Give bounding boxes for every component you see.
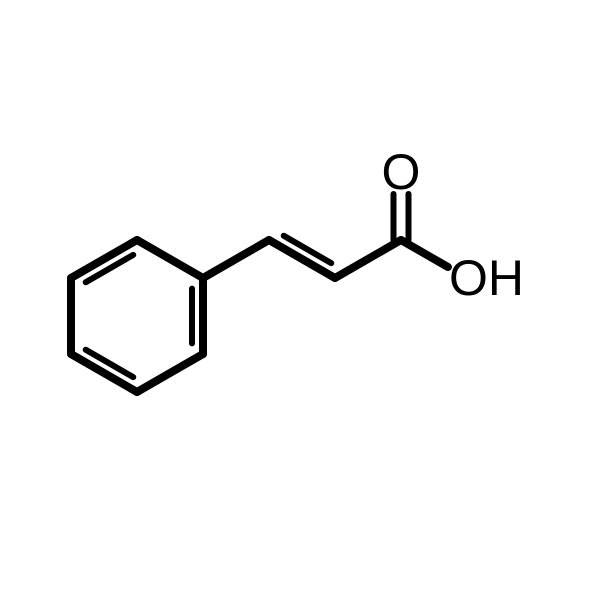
atom-label-O_dbl: O: [382, 144, 421, 200]
atom-label-O_oh: OH: [449, 250, 524, 306]
molecule-diagram: O OH: [0, 0, 600, 600]
